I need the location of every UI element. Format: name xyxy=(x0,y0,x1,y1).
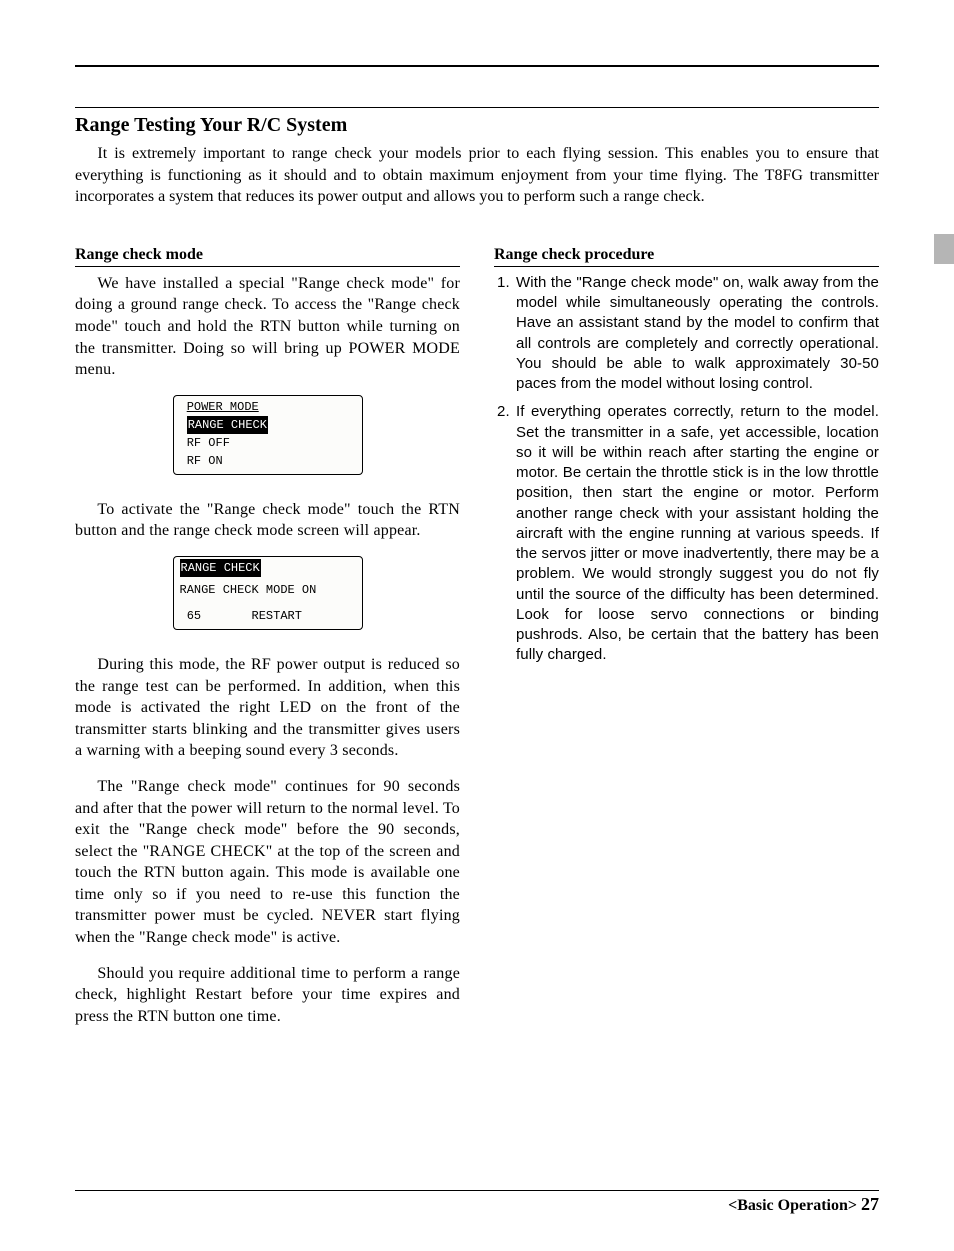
lcd-power-mode: POWER MODE RANGE CHECK RF OFF RF ON xyxy=(173,395,363,475)
procedure-item-1: With the "Range check mode" on, walk awa… xyxy=(514,273,879,395)
right-rule xyxy=(494,266,879,267)
two-column-layout: Range check mode We have installed a spe… xyxy=(75,246,879,1042)
intro-paragraph: It is extremely important to range check… xyxy=(75,143,879,208)
lcd-range-check: RANGE CHECK RANGE CHECK MODE ON 65 RESTA… xyxy=(173,556,363,630)
lcd1-range-check: RANGE CHECK xyxy=(187,416,268,434)
main-heading: Range Testing Your R/C System xyxy=(75,114,879,137)
lcd2-restart: RESTART xyxy=(252,609,302,623)
procedure-list: With the "Range check mode" on, walk awa… xyxy=(494,273,879,666)
left-heading: Range check mode xyxy=(75,246,460,264)
lcd1-rf-off: RF OFF xyxy=(187,436,230,450)
left-p3: During this mode, the RF power output is… xyxy=(75,654,460,762)
thumb-tab xyxy=(934,234,954,264)
lcd1-title: POWER MODE xyxy=(187,400,259,414)
left-rule xyxy=(75,266,460,267)
footer-page-number: 27 xyxy=(861,1194,879,1214)
footer-rule xyxy=(75,1190,879,1191)
section-rule xyxy=(75,107,879,108)
right-heading: Range check procedure xyxy=(494,246,879,264)
lcd2-mode-on: RANGE CHECK MODE ON xyxy=(180,583,317,597)
left-p2: To activate the "Range check mode" touch… xyxy=(75,499,460,542)
top-rule xyxy=(75,65,879,67)
lcd2-count: 65 xyxy=(187,609,201,623)
manual-page: Range Testing Your R/C System It is extr… xyxy=(0,0,954,1251)
left-p5: Should you require additional time to pe… xyxy=(75,963,460,1028)
right-column: Range check procedure With the "Range ch… xyxy=(494,246,879,1042)
footer-label: <Basic Operation> xyxy=(728,1197,857,1214)
lcd2-title: RANGE CHECK xyxy=(180,559,261,577)
lcd1-rf-on: RF ON xyxy=(187,454,223,468)
left-p1: We have installed a special "Range check… xyxy=(75,273,460,381)
left-p4: The "Range check mode" continues for 90 … xyxy=(75,776,460,949)
left-column: Range check mode We have installed a spe… xyxy=(75,246,460,1042)
page-footer: <Basic Operation> 27 xyxy=(728,1194,879,1215)
procedure-item-2: If everything operates correctly, return… xyxy=(514,402,879,665)
